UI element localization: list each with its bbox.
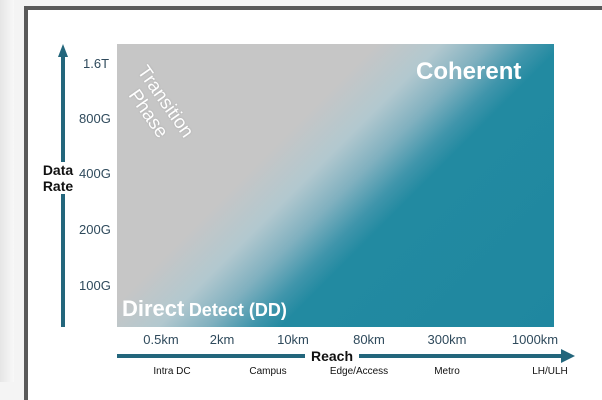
y-tick-label: 800G (79, 111, 111, 126)
reach-segment-label: Intra DC (153, 366, 191, 377)
reach-segment-label: Metro (434, 366, 460, 377)
reach-segment-label: Edge/Access (329, 366, 389, 377)
y-axis-label-line2: Rate (42, 178, 74, 194)
y-tick-label: 100G (79, 278, 111, 293)
x-tick-label: 0.5km (143, 332, 179, 347)
direct-word: Direct (122, 296, 185, 321)
direct-detect-region-label: Direct Detect (DD) (122, 296, 287, 322)
y-axis-label-line1: Data (42, 162, 74, 178)
x-tick-label: 2km (209, 332, 235, 347)
x-tick-label: 80km (353, 332, 385, 347)
y-axis-label: Data Rate (40, 162, 76, 194)
detect-dd-words: Detect (DD) (188, 300, 287, 320)
coherent-region-label: Coherent (416, 58, 522, 85)
y-tick-label: 1.6T (83, 56, 110, 71)
x-axis-label: Reach (305, 348, 360, 364)
x-tick-label: 300km (427, 332, 467, 347)
reach-rate-plot-area (117, 44, 554, 327)
left-edge-shadow (0, 0, 14, 382)
x-tick-label: 10km (277, 332, 309, 347)
y-tick-label: 200G (79, 222, 111, 237)
reach-segment-label: LH/ULH (532, 366, 568, 377)
x-tick-label: 1000km (511, 332, 559, 347)
reach-segment-label: Campus (249, 366, 287, 377)
y-tick-label: 400G (79, 166, 111, 181)
